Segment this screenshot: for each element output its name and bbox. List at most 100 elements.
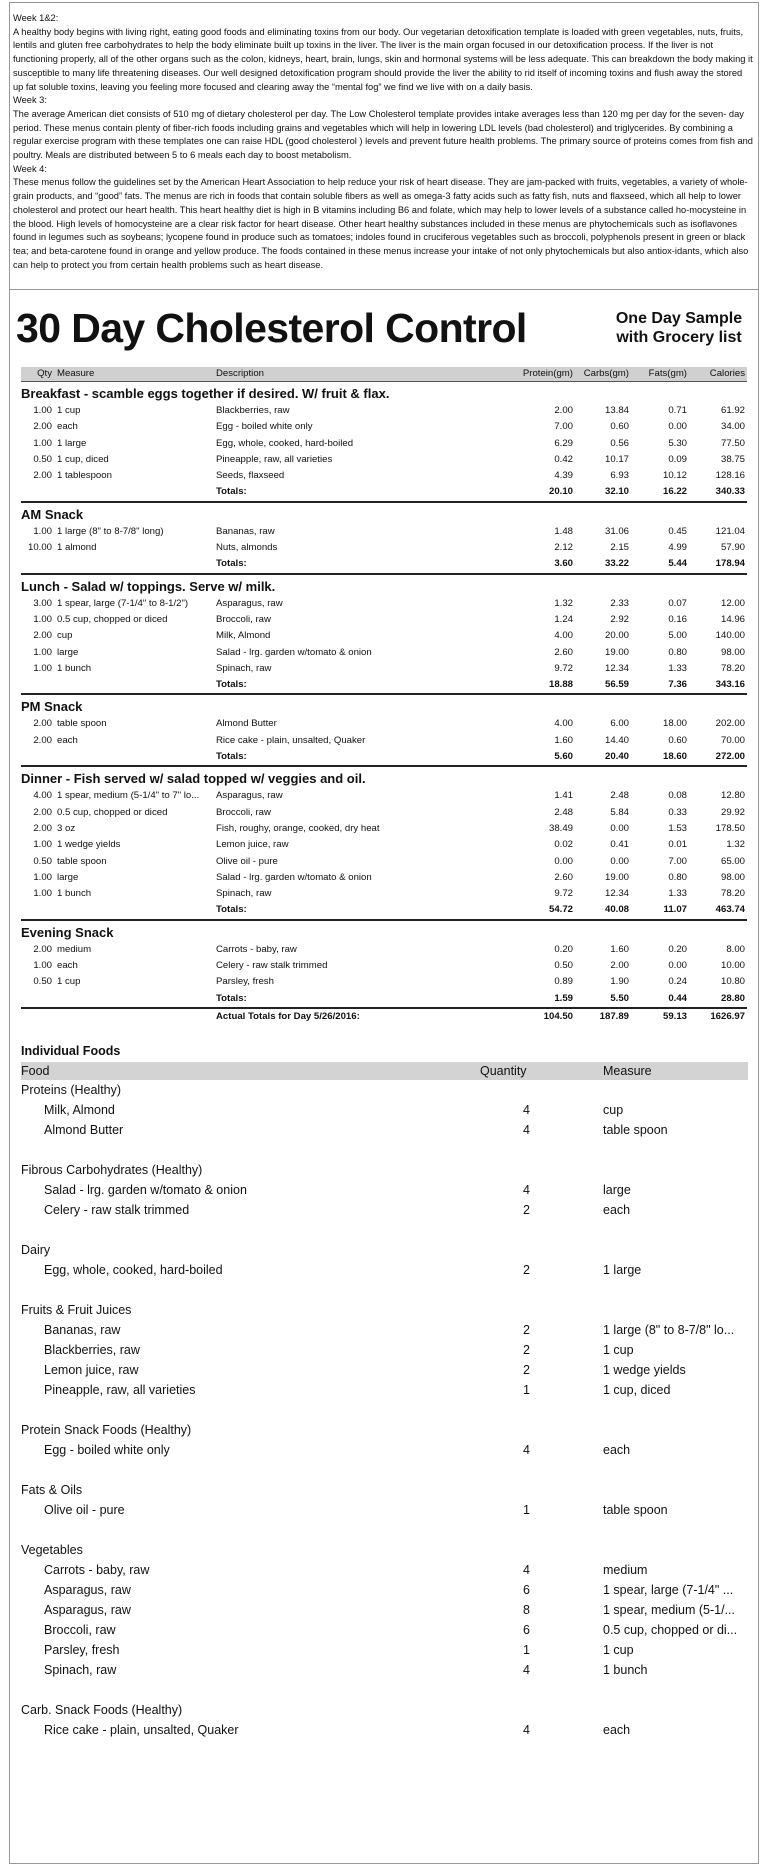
cell: 0.09 bbox=[668, 453, 687, 465]
cell: 70.00 bbox=[720, 734, 745, 746]
measure: 1 large (8" to 8-7/8" lo... bbox=[603, 1323, 735, 1337]
cell bbox=[52, 556, 216, 572]
frame bbox=[9, 2, 759, 1864]
quantity: 4 bbox=[523, 1123, 530, 1137]
quantity: 4 bbox=[523, 1443, 530, 1457]
cell: 128.16 bbox=[715, 470, 745, 482]
cell: 2.00 bbox=[33, 470, 52, 482]
column-header: Carbs(gm) bbox=[583, 368, 629, 379]
title: 30 Day Cholesterol Control bbox=[16, 305, 527, 351]
cell bbox=[52, 749, 216, 765]
cell: 5.00 bbox=[668, 630, 687, 642]
cell: large bbox=[57, 646, 79, 658]
quantity: 2 bbox=[523, 1203, 530, 1217]
cell: table spoon bbox=[57, 855, 107, 867]
totals-label: Actual Totals for Day 5/26/2016: bbox=[216, 1010, 360, 1022]
cell: 0.56 bbox=[610, 437, 629, 449]
total-value: 33.22 bbox=[604, 558, 629, 570]
quantity: 1 bbox=[523, 1503, 530, 1517]
cell: table spoon bbox=[57, 718, 107, 730]
cell: 78.20 bbox=[720, 888, 745, 900]
spacer bbox=[21, 1520, 748, 1540]
cell: 2.00 bbox=[33, 630, 52, 642]
cell bbox=[21, 556, 52, 572]
cell: 0.50 bbox=[33, 855, 52, 867]
cell: 4.00 bbox=[554, 718, 573, 730]
grocery-list: Individual Foods Food Quantity Measure Prote… bbox=[21, 1040, 748, 1740]
cell: 121.04 bbox=[715, 525, 745, 537]
cell: each bbox=[57, 734, 78, 746]
totals-row: Actual Totals for Day 5/26/2016: 104.50 18… bbox=[21, 1009, 747, 1025]
cell: 0.20 bbox=[668, 943, 687, 955]
cell: Spinach, raw bbox=[216, 888, 272, 900]
column-header: Fats(gm) bbox=[648, 368, 687, 379]
cell: 1 bunch bbox=[57, 662, 92, 674]
measure: 0.5 cup, chopped or di... bbox=[603, 1623, 738, 1637]
section-heading: Week 1&2: bbox=[13, 13, 59, 23]
cell: 1.48 bbox=[554, 525, 573, 537]
grocery-item: Almond Butter 4 table spoon bbox=[21, 1120, 748, 1140]
cell: 5.30 bbox=[668, 437, 687, 449]
food-row: 2.00 0.5 cup, chopped or diced Broccoli, r… bbox=[21, 805, 747, 821]
grocery-title: Individual Foods bbox=[21, 1044, 121, 1058]
cell: 10.00 bbox=[27, 542, 52, 554]
cell: 0.00 bbox=[668, 421, 687, 433]
totals-row: Totals: 5.60 20.40 18.60 272.00 bbox=[21, 749, 747, 768]
cell: large bbox=[57, 871, 79, 883]
total-value: 28.80 bbox=[720, 992, 745, 1004]
cell: 6.29 bbox=[554, 437, 573, 449]
cell: each bbox=[57, 960, 78, 972]
cell: 57.90 bbox=[720, 542, 745, 554]
cell: 0.71 bbox=[668, 405, 687, 416]
cell bbox=[21, 749, 52, 765]
cell: Almond Butter bbox=[216, 718, 277, 730]
column-header: Measure bbox=[603, 1064, 652, 1078]
group-name: Proteins (Healthy) bbox=[21, 1083, 122, 1097]
quantity: 2 bbox=[523, 1323, 530, 1337]
column-header: Description bbox=[216, 368, 264, 379]
group-name: Fruits & Fruit Juices bbox=[21, 1303, 132, 1317]
food-row: 1.00 0.5 cup, chopped or diced Broccoli, r… bbox=[21, 612, 747, 628]
total-value: 18.60 bbox=[662, 751, 687, 763]
grocery-item: Carrots - baby, raw 4 medium bbox=[21, 1560, 748, 1580]
cell: 18.00 bbox=[662, 718, 687, 730]
spacer bbox=[21, 1400, 748, 1420]
cell: 12.80 bbox=[720, 790, 745, 802]
measure: each bbox=[603, 1443, 631, 1457]
cell bbox=[21, 677, 52, 693]
food-row: 1.00 each Celery - raw stalk trimmed 0.50 2.… bbox=[21, 958, 747, 974]
food-row: 4.00 1 spear, medium (5-1/4" to 7" lo... A… bbox=[21, 788, 747, 804]
cell: 1 large (8" to 8-7/8" long) bbox=[57, 525, 164, 537]
totals-row: Totals: 18.88 56.59 7.36 343.16 bbox=[21, 677, 747, 696]
total-value: 272.00 bbox=[715, 751, 745, 763]
cell: 29.92 bbox=[720, 806, 745, 818]
cell: 6.00 bbox=[610, 718, 629, 730]
food-row: 2.00 each Egg - boiled white only 7.00 0.60 0… bbox=[21, 419, 747, 435]
quantity: 4 bbox=[523, 1663, 530, 1677]
cell bbox=[52, 484, 216, 500]
cell: 1 cup, diced bbox=[57, 453, 109, 465]
cell: 98.00 bbox=[720, 646, 745, 658]
grocery-item: Broccoli, raw 6 0.5 cup, chopped or di... bbox=[21, 1620, 748, 1640]
cell: 2.00 bbox=[33, 806, 52, 818]
totals-label: Totals: bbox=[216, 679, 247, 691]
total-value: 59.13 bbox=[662, 1010, 687, 1022]
cell: 77.50 bbox=[720, 437, 745, 449]
cell: 7.00 bbox=[668, 855, 687, 867]
cell: Nuts, almonds bbox=[216, 542, 278, 554]
cell: Broccoli, raw bbox=[216, 613, 271, 625]
cell: 8.00 bbox=[726, 943, 745, 955]
cell: Parsley, fresh bbox=[216, 976, 274, 988]
total-value: 32.10 bbox=[604, 486, 629, 498]
cell: 2.48 bbox=[610, 790, 629, 802]
measure: large bbox=[603, 1183, 631, 1197]
grocery-item: Egg - boiled white only 4 each bbox=[21, 1440, 748, 1460]
cell: 1.00 bbox=[33, 839, 52, 851]
cell: 4.39 bbox=[554, 470, 573, 482]
meal-table: Qty Measure Description Protein(gm) Carbs(gm… bbox=[21, 367, 747, 1025]
grocery-item: Parsley, fresh 1 1 cup bbox=[21, 1640, 748, 1660]
measure: 1 wedge yields bbox=[603, 1363, 686, 1377]
cell: 1 tablespoon bbox=[57, 470, 112, 482]
quantity: 6 bbox=[523, 1623, 530, 1637]
cell: 1.00 bbox=[33, 662, 52, 674]
